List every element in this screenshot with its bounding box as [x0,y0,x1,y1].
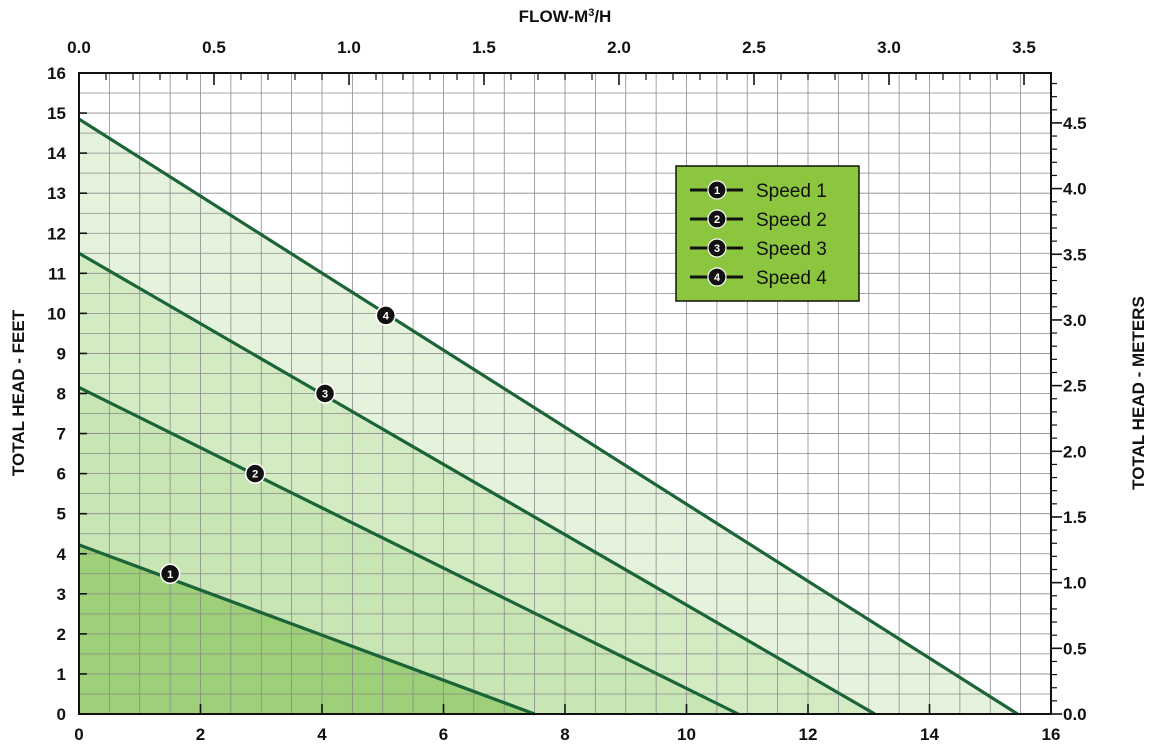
right-axis-tick-label: 2.0 [1063,442,1087,461]
bottom-axis-tick-label: 12 [799,725,818,744]
bottom-axis-tick-label: 10 [677,725,696,744]
legend-marker-label-speed-3: 3 [714,243,720,255]
right-axis-title: TOTAL HEAD - METERS [1129,296,1148,490]
legend-label-speed-3: Speed 3 [756,239,827,260]
left-axis-tick-label: 10 [47,304,66,323]
bottom-axis-tick-label: 4 [317,725,327,744]
speed-4-curve [78,117,1019,716]
speed-1-curve [78,543,536,716]
bottom-axis-tick-label: 6 [439,725,448,744]
bottom-axis-tick-label: 14 [920,725,939,744]
left-axis-tick-label: 8 [57,385,66,404]
speed-2-marker-label: 2 [252,469,258,481]
bottom-axis-tick-label: 16 [1042,725,1061,744]
bottom-axis-tick-label: 0 [74,725,83,744]
left-axis-tick-label: 5 [57,505,66,524]
left-axis-tick-label: 9 [57,344,66,363]
top-axis-title: FLOW-M3/H [519,7,612,26]
top-axis-tick-label: 2.0 [607,38,631,57]
legend-marker-speed-1 [707,180,727,200]
top-axis-tick-label: 1.0 [337,38,361,57]
speed-4-marker-label: 4 [383,310,390,322]
speed-3-marker [314,383,336,404]
right-axis-tick-label: 2.5 [1063,377,1087,396]
right-axis-tick-label: 1.5 [1063,508,1087,527]
right-axis-tick-label: 3.0 [1063,311,1087,330]
legend-label-speed-2: Speed 2 [756,210,827,231]
legend-marker-label-speed-1: 1 [714,185,720,197]
speed-3-curve [78,251,876,716]
legend-marker-speed-3 [707,238,727,258]
left-axis-tick-label: 4 [57,545,67,564]
top-axis-tick-label: 0.0 [67,38,91,57]
right-axis-tick-label: 4.5 [1063,114,1087,133]
speed-2-marker [244,463,266,484]
axis-ticks [78,72,1062,715]
top-axis-tick-label: 3.5 [1012,38,1036,57]
right-axis-tick-label: 3.5 [1063,245,1087,264]
right-axis-tick-label: 0.0 [1063,705,1087,724]
right-axis-tick-label: 0.5 [1063,639,1087,658]
top-axis-tick-label: 3.0 [877,38,901,57]
left-axis-tick-label: 1 [57,665,66,684]
left-axis-tick-label: 6 [57,465,66,484]
right-axis-tick-label: 4.0 [1063,180,1087,199]
top-axis-tick-label: 0.5 [202,38,226,57]
legend: 1 Speed 1 2 Speed 2 3 Speed 3 4 Speed 4 [675,165,860,302]
speed-curves: 1 2 3 4 [78,117,1019,716]
left-axis-tick-label: 12 [47,224,66,243]
legend-marker-speed-2 [707,209,727,229]
speed-4-marker [375,305,397,326]
left-axis-tick-label: 3 [57,585,66,604]
legend-marker-speed-4 [707,267,727,287]
legend-marker-label-speed-2: 2 [714,214,720,226]
speed-2-curve [78,386,739,716]
left-axis-tick-label: 14 [47,144,66,163]
bottom-axis-tick-label: 2 [196,725,205,744]
speed-1-marker [159,563,181,585]
left-axis-tick-label: 15 [47,104,66,123]
left-axis-tick-label: 16 [47,64,66,83]
legend-marker-label-speed-4: 4 [714,272,721,284]
top-axis-tick-label: 2.5 [742,38,766,57]
left-axis-tick-label: 2 [57,625,66,644]
bottom-axis-tick-label: 8 [560,725,569,744]
left-axis-tick-label: 11 [48,264,66,283]
speed-1-marker-label: 1 [167,569,173,581]
right-axis-tick-label: 1.0 [1063,574,1087,593]
tick-labels: 0 2 4 6 8 10 12 14 160.0 0.5 1.0 1.5 2.0 2.5 3.0 3.5012… [47,38,1087,744]
speed-3-marker-label: 3 [322,389,328,401]
left-axis-title: TOTAL HEAD - FEET [9,309,28,476]
left-axis-tick-label: 7 [57,425,66,444]
legend-label-speed-1: Speed 1 [756,181,827,202]
left-axis-tick-label: 0 [57,705,66,724]
left-axis-tick-label: 13 [47,184,66,203]
top-axis-tick-label: 1.5 [472,38,496,57]
legend-label-speed-4: Speed 4 [756,268,827,289]
